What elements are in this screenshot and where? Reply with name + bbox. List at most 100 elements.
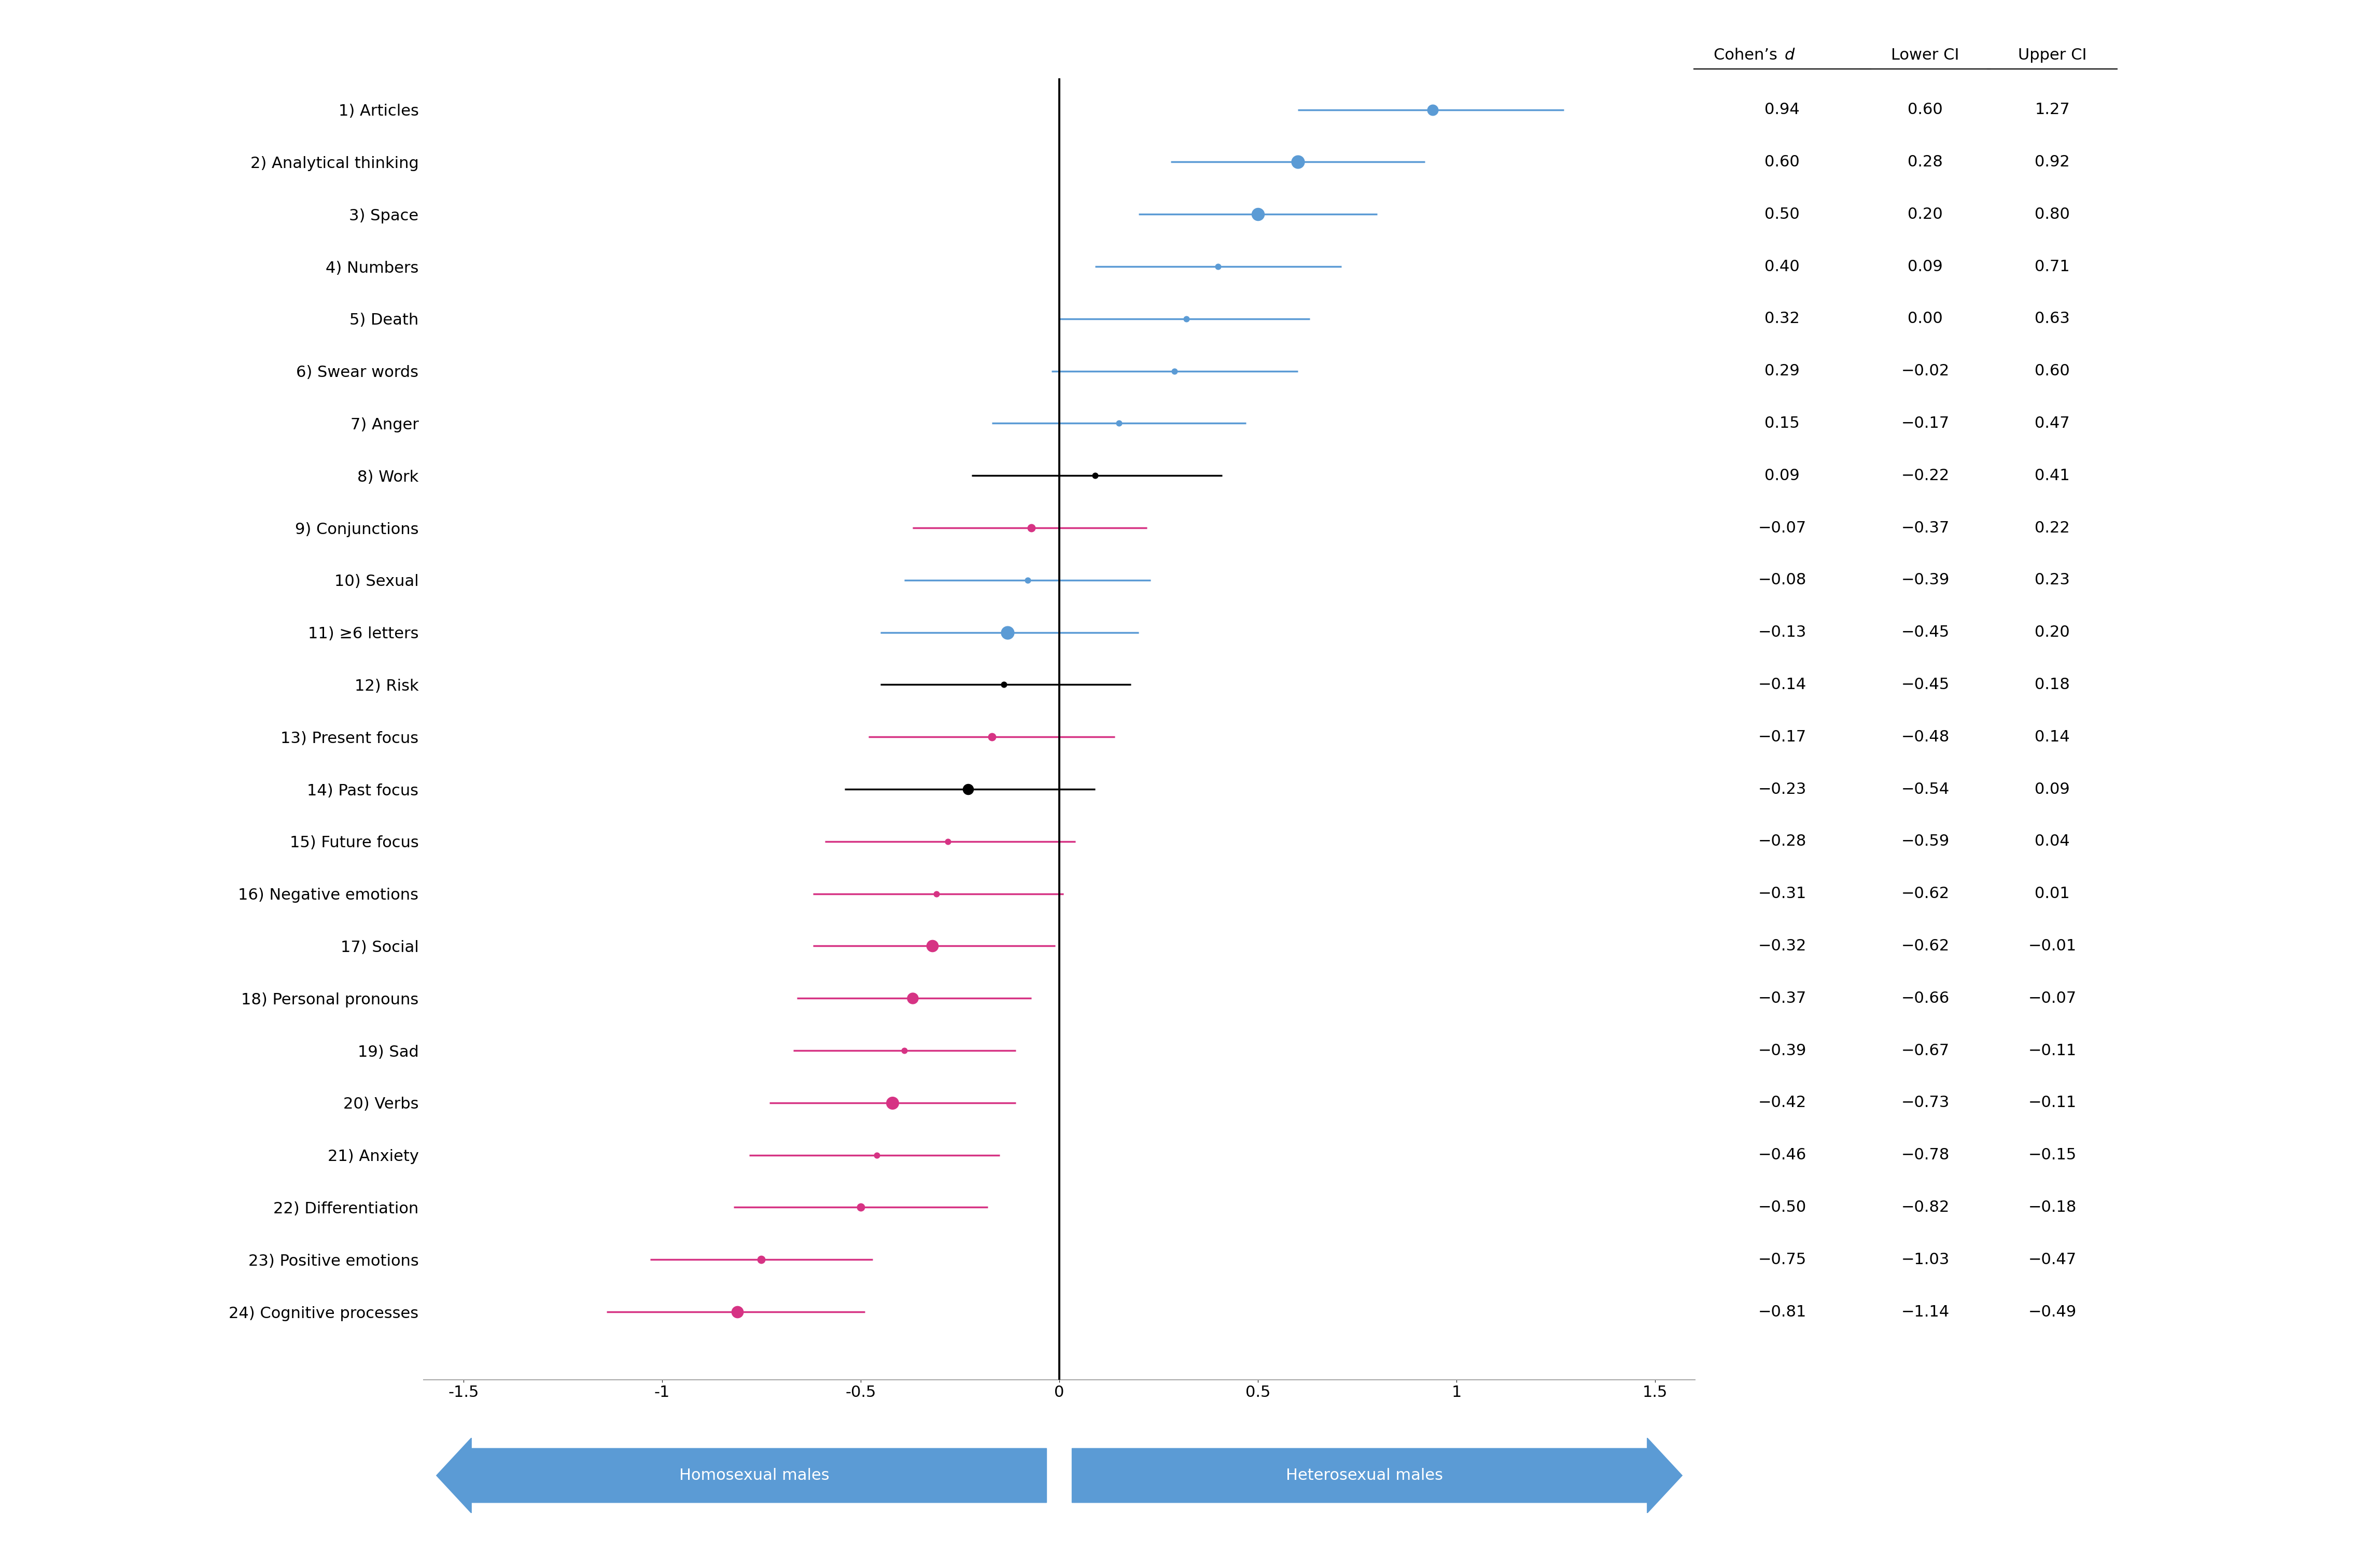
Text: 0.80: 0.80 [2034, 207, 2069, 221]
Text: −0.50: −0.50 [1758, 1200, 1806, 1215]
Text: −0.62: −0.62 [1902, 886, 1949, 902]
Text: −0.13: −0.13 [1758, 626, 1806, 640]
Point [930, 829, 967, 855]
Text: −0.17: −0.17 [1758, 729, 1806, 745]
Point [1278, 149, 1316, 174]
Text: −0.67: −0.67 [1902, 1043, 1949, 1058]
Text: 0.29: 0.29 [1766, 364, 1801, 378]
Point [972, 724, 1010, 750]
Text: 0.71: 0.71 [2034, 259, 2069, 274]
FancyArrow shape [1071, 1438, 1683, 1513]
Text: −0.31: −0.31 [1758, 886, 1806, 902]
Point [843, 1195, 880, 1220]
Text: 0.18: 0.18 [2034, 677, 2069, 691]
Text: −0.15: −0.15 [2029, 1148, 2076, 1162]
Text: −0.47: −0.47 [2029, 1253, 2076, 1267]
Point [984, 673, 1022, 698]
Point [1198, 254, 1238, 279]
Text: 0.23: 0.23 [2034, 572, 2069, 588]
Text: −0.48: −0.48 [1902, 729, 1949, 745]
Text: 0.60: 0.60 [2034, 364, 2069, 378]
Text: −0.45: −0.45 [1902, 626, 1949, 640]
Text: −0.62: −0.62 [1902, 939, 1949, 953]
Text: −0.11: −0.11 [2029, 1043, 2076, 1058]
Text: −0.82: −0.82 [1902, 1200, 1949, 1215]
Text: Lower CI: Lower CI [1890, 47, 1959, 63]
Point [1099, 411, 1137, 436]
Text: −0.22: −0.22 [1902, 469, 1949, 483]
Point [1076, 463, 1113, 488]
Text: 0.47: 0.47 [2034, 416, 2069, 431]
Text: −0.49: −0.49 [2029, 1305, 2076, 1319]
Text: 0.60: 0.60 [1907, 102, 1942, 118]
Text: −0.18: −0.18 [2029, 1200, 2076, 1215]
Text: −0.08: −0.08 [1758, 572, 1806, 588]
Text: 0.41: 0.41 [2034, 469, 2069, 483]
Text: −0.07: −0.07 [1758, 521, 1806, 535]
Text: −0.17: −0.17 [1902, 416, 1949, 431]
Text: −0.37: −0.37 [1902, 521, 1949, 535]
Text: Homosexual males: Homosexual males [680, 1468, 829, 1483]
Point [1156, 359, 1193, 384]
Text: −0.39: −0.39 [1758, 1043, 1806, 1058]
Text: −0.75: −0.75 [1758, 1253, 1806, 1267]
Text: −0.54: −0.54 [1902, 782, 1949, 797]
Text: −1.14: −1.14 [1902, 1305, 1949, 1319]
Text: 0.01: 0.01 [2034, 886, 2069, 902]
Point [1010, 568, 1048, 593]
Text: −0.02: −0.02 [1902, 364, 1949, 378]
Text: −0.23: −0.23 [1758, 782, 1806, 797]
Text: −0.32: −0.32 [1758, 939, 1806, 953]
Text: 0.60: 0.60 [1766, 155, 1801, 169]
Point [989, 619, 1026, 644]
Point [1012, 516, 1050, 541]
Point [857, 1143, 895, 1168]
Text: −0.59: −0.59 [1902, 834, 1949, 848]
Point [949, 776, 986, 801]
Text: 0.04: 0.04 [2034, 834, 2069, 848]
Text: 0.94: 0.94 [1766, 102, 1801, 118]
Point [718, 1300, 756, 1325]
Point [918, 881, 956, 906]
Text: 0.14: 0.14 [2034, 729, 2069, 745]
Point [913, 933, 951, 958]
Text: −0.01: −0.01 [2029, 939, 2076, 953]
Text: Cohen’s: Cohen’s [1714, 47, 1782, 63]
Point [742, 1247, 779, 1272]
Point [1168, 306, 1205, 331]
Text: −0.66: −0.66 [1902, 991, 1949, 1005]
Text: 0.20: 0.20 [2034, 626, 2069, 640]
Point [873, 1090, 911, 1115]
Text: 1.27: 1.27 [2034, 102, 2069, 118]
Point [1415, 97, 1452, 122]
Point [895, 986, 932, 1011]
Text: −1.03: −1.03 [1902, 1253, 1949, 1267]
Text: d: d [1784, 47, 1794, 63]
Text: Heterosexual males: Heterosexual males [1285, 1468, 1443, 1483]
Text: 0.20: 0.20 [1907, 207, 1942, 221]
Text: −0.37: −0.37 [1758, 991, 1806, 1005]
Text: 0.63: 0.63 [2034, 312, 2069, 326]
Text: 0.40: 0.40 [1766, 259, 1801, 274]
Text: 0.09: 0.09 [1907, 259, 1942, 274]
Text: 0.09: 0.09 [1766, 469, 1801, 483]
Text: −0.07: −0.07 [2029, 991, 2076, 1005]
Text: −0.28: −0.28 [1758, 834, 1806, 848]
Text: −0.81: −0.81 [1758, 1305, 1806, 1319]
Text: −0.14: −0.14 [1758, 677, 1806, 691]
Text: 0.92: 0.92 [2034, 155, 2069, 169]
Text: −0.46: −0.46 [1758, 1148, 1806, 1162]
Text: 0.28: 0.28 [1907, 155, 1942, 169]
Text: 0.00: 0.00 [1907, 312, 1942, 326]
Text: −0.39: −0.39 [1902, 572, 1949, 588]
Text: −0.78: −0.78 [1902, 1148, 1949, 1162]
Text: −0.11: −0.11 [2029, 1096, 2076, 1110]
Text: 0.22: 0.22 [2034, 521, 2069, 535]
Text: 0.50: 0.50 [1766, 207, 1801, 221]
Text: 0.15: 0.15 [1766, 416, 1801, 431]
Text: −0.42: −0.42 [1758, 1096, 1806, 1110]
Point [1238, 202, 1276, 227]
Text: 0.09: 0.09 [2034, 782, 2069, 797]
Text: 0.32: 0.32 [1766, 312, 1801, 326]
Text: Upper CI: Upper CI [2017, 47, 2086, 63]
